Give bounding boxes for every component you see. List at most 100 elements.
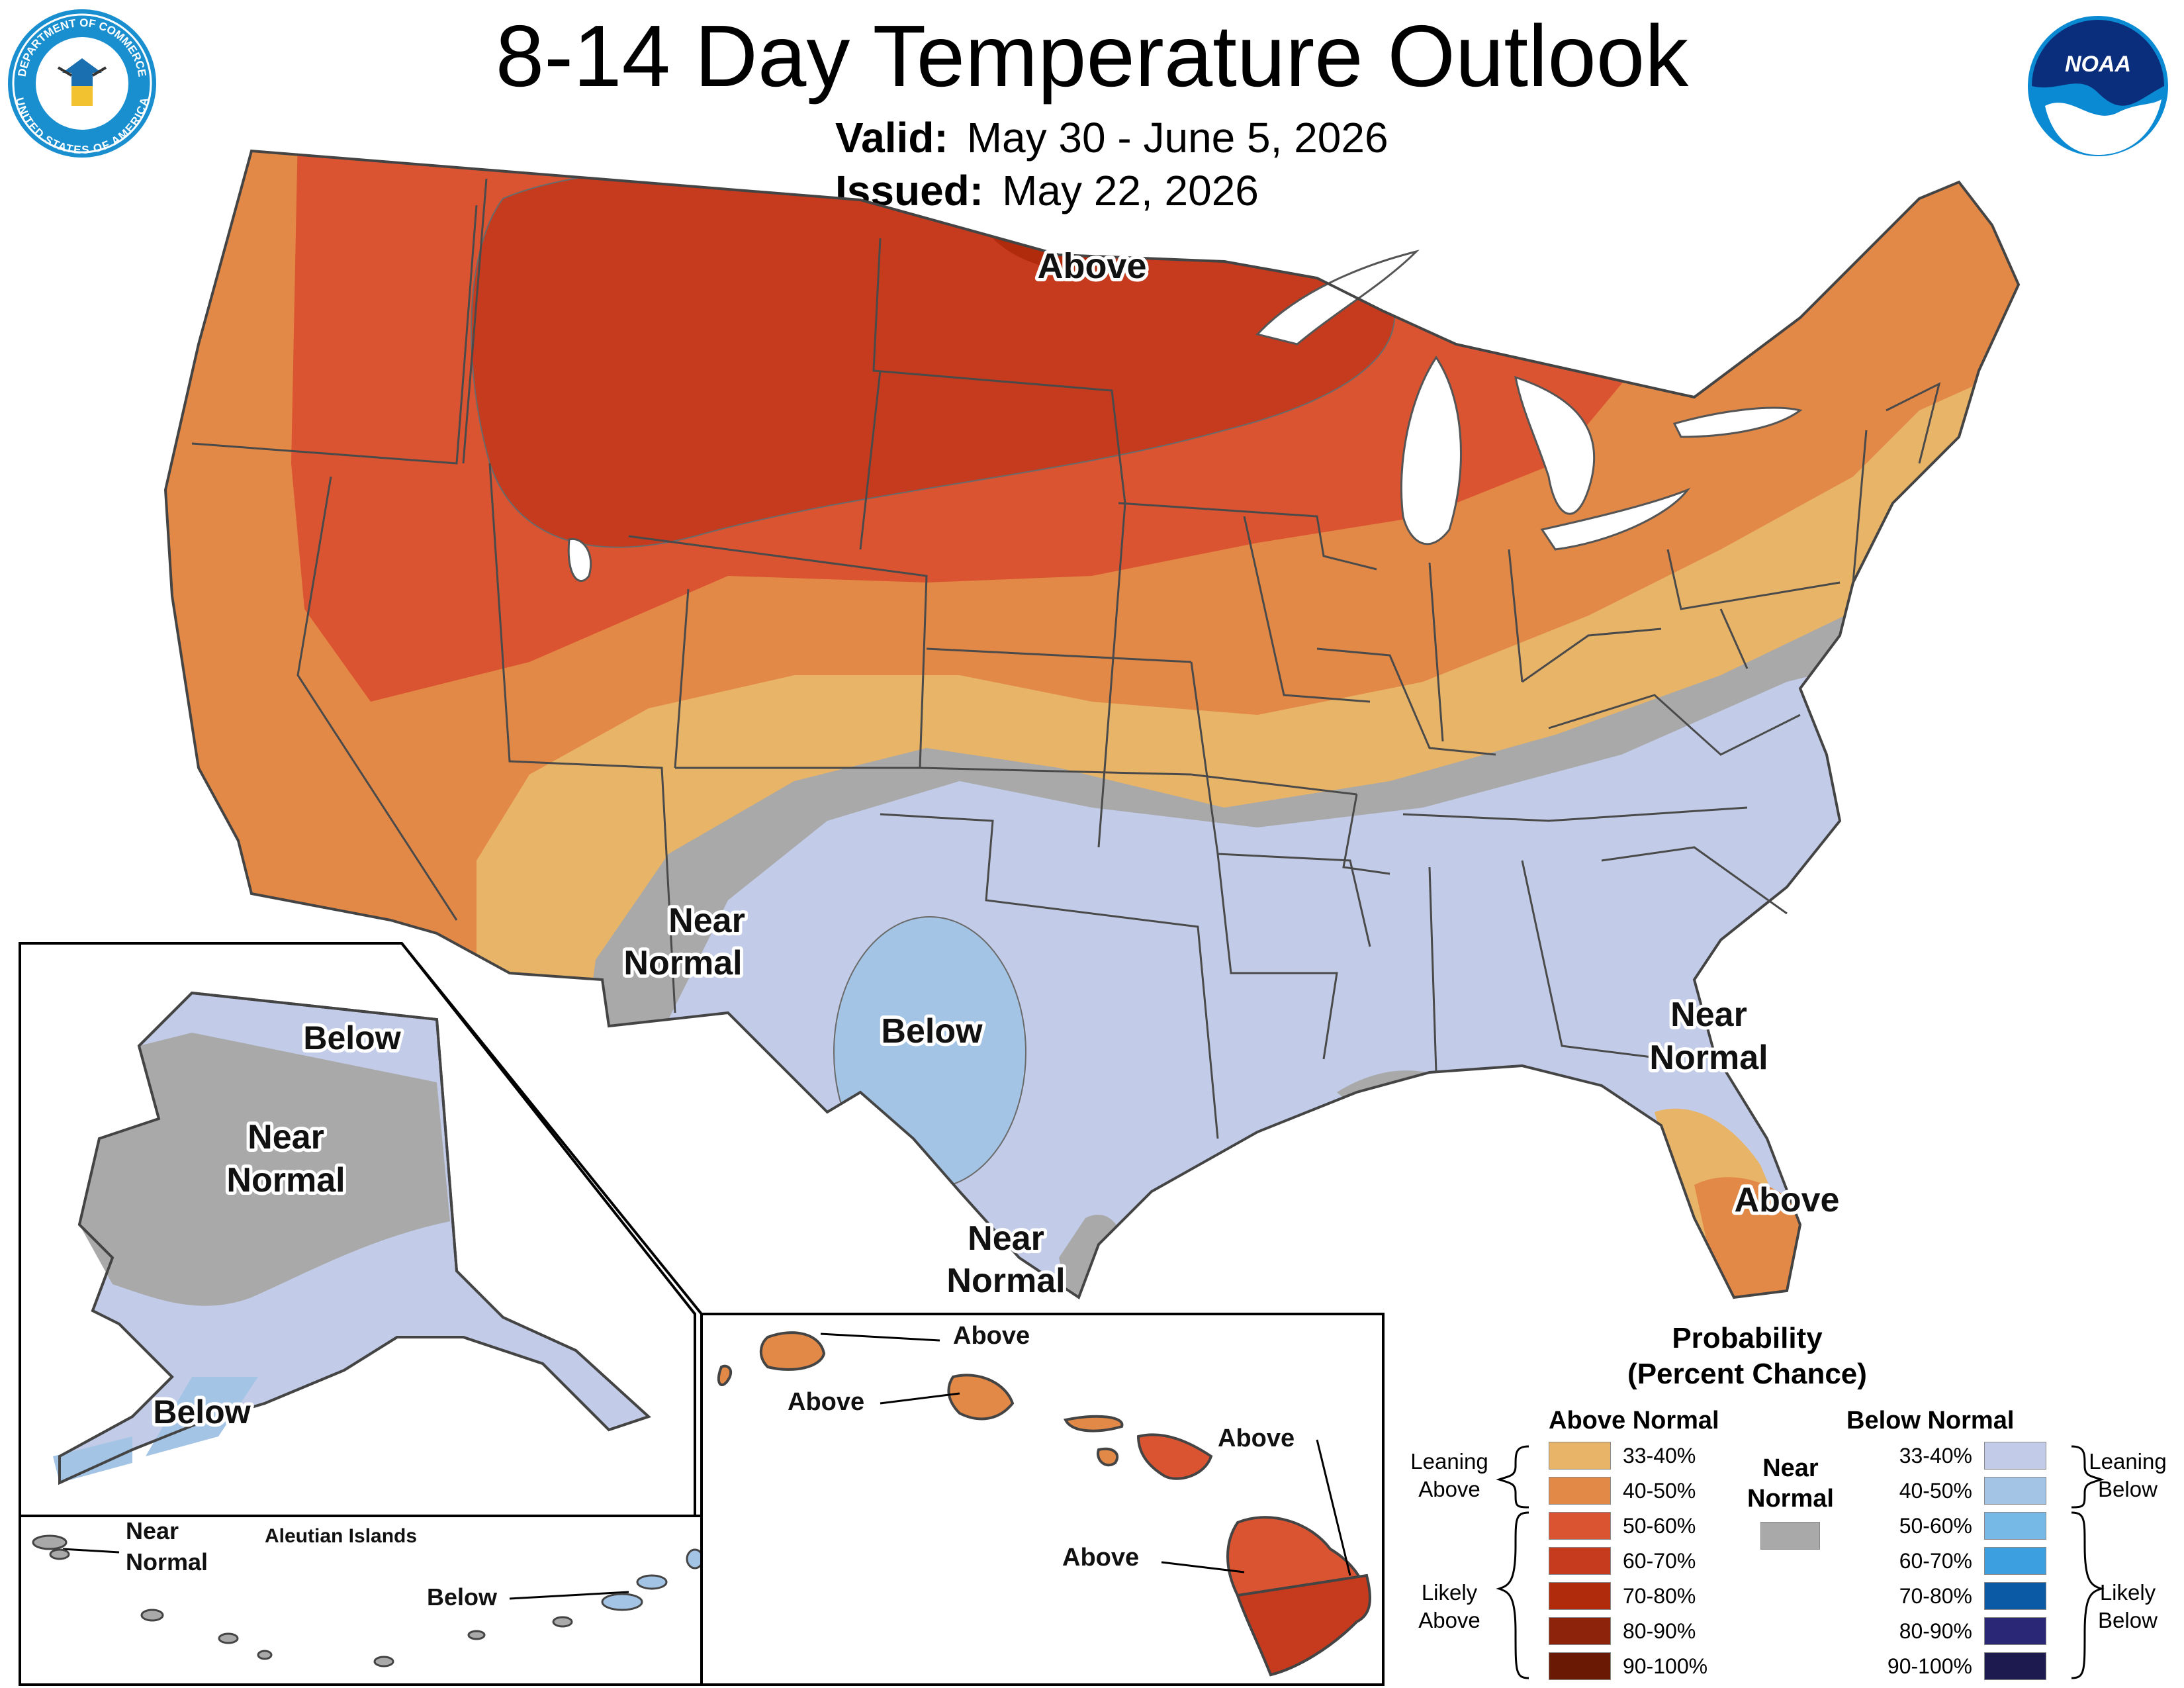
commerce-seal-icon: DEPARTMENT OF COMMERCE UNITED STATES OF … [8,9,156,158]
label-tx-near-1: Near [968,1219,1044,1258]
hawaii-inset: Above Above Above Above [700,1313,1385,1686]
legend-leaning-above-2: Above [1418,1477,1480,1501]
label-aleut-near-1: Near [126,1517,179,1544]
state-borders [191,178,1941,1139]
legend-leaning-below-1: Leaning [2089,1449,2167,1474]
label-hi-oahu: Above [788,1388,864,1416]
legend-likely-above-1: Likely [1421,1580,1478,1605]
label-ak-below-south: Below [153,1393,250,1430]
page-title: 8-14 Day Temperature Outlook [495,7,1689,105]
legend-swatch [1984,1547,2046,1575]
legend-below-row: 80-90% [1873,1615,2046,1647]
legend-swatch [1984,1477,2046,1505]
label-hi-maui: Above [1218,1425,1295,1452]
label-ak-near-1: Near [248,1118,324,1156]
label-se-near-2: Normal [1649,1039,1768,1077]
label-tx-near-2: Normal [946,1262,1065,1300]
legend-below-label: 50-60% [1899,1513,1972,1538]
legend-below-row: 90-100% [1873,1650,2046,1682]
legend-above-row: 50-60% [1549,1510,1696,1542]
legend-below-label: 40-50% [1899,1478,1972,1503]
label-conus-below: Below [881,1012,983,1051]
legend-above-header: Above Normal [1549,1407,1719,1434]
legend-likely-below: Likely Below [2081,1579,2174,1634]
noaa-logo-icon: NOAA [2028,16,2168,156]
legend-above-label: 90-100% [1623,1654,1708,1678]
label-se-near-1: Near [1670,996,1747,1034]
valid-label: Valid: [835,114,948,162]
legend-below-row: 60-70% [1873,1545,2046,1577]
legend-below-label: 60-70% [1899,1548,1972,1573]
alaska-inset: Below Near Normal Below [19,942,702,1517]
legend-below-label: 80-90% [1899,1618,1972,1643]
valid-line: Valid: May 30 - June 5, 2026 [835,113,1388,163]
legend-title: Probability (Percent Chance) [1549,1321,1946,1392]
legend-leaning-above: Leaning Above [1410,1448,1489,1503]
label-sw-near-2: Normal [623,944,742,982]
legend-below-header: Below Normal [1846,1407,2015,1434]
legend-below-label: 90-100% [1887,1654,1972,1678]
legend-above-row: 33-40% [1549,1440,1696,1472]
legend-above-label: 60-70% [1623,1548,1696,1573]
label-fl-above: Above [1735,1181,1840,1219]
legend-above-row: 70-80% [1549,1580,1696,1612]
legend-swatch [1549,1617,1611,1645]
legend-swatch [1984,1652,2046,1680]
probability-legend: Probability (Percent Chance) Above Norma… [1396,1321,2184,1688]
legend-above-label: 70-80% [1623,1583,1696,1608]
legend-above-row: 90-100% [1549,1650,1707,1682]
legend-swatch [1549,1582,1611,1610]
legend-title-1: Probability [1672,1322,1823,1354]
legend-near-normal-2: Normal [1747,1485,1834,1513]
label-ak-near-2: Normal [226,1161,345,1199]
legend-leaning-below-2: Below [2098,1477,2158,1501]
legend-below-row: 40-50% [1873,1475,2046,1507]
legend-above-label: 50-60% [1623,1513,1696,1538]
label-hi-big-island: Above [1062,1544,1139,1571]
legend-leaning-above-1: Leaning [1410,1449,1488,1474]
legend-likely-below-1: Likely [2099,1580,2156,1605]
legend-above-row: 40-50% [1549,1475,1696,1507]
legend-near-normal-1: Near [1762,1454,1819,1482]
legend-swatch [1984,1617,2046,1645]
label-aleut-near-2: Normal [126,1548,208,1575]
legend-below-row: 50-60% [1873,1510,2046,1542]
legend-above-row: 60-70% [1549,1545,1696,1577]
label-aleut-below: Below [427,1583,498,1611]
legend-above-row: 80-90% [1549,1615,1696,1647]
valid-value: May 30 - June 5, 2026 [966,114,1388,162]
legend-below-row: 33-40% [1873,1440,2046,1472]
legend-likely-below-2: Below [2098,1608,2158,1632]
issued-value: May 22, 2026 [1002,167,1259,214]
legend-swatch [1984,1512,2046,1540]
legend-swatch [1984,1582,2046,1610]
legend-swatch [1984,1442,2046,1470]
label-conus-above: Above [1037,246,1146,286]
legend-below-row: 70-80% [1873,1580,2046,1612]
legend-leaning-below: Leaning Below [2081,1448,2174,1503]
legend-below-label: 33-40% [1899,1443,1972,1468]
legend-swatch [1549,1477,1611,1505]
legend-swatch [1549,1512,1611,1540]
legend-above-label: 40-50% [1623,1478,1696,1503]
legend-title-2: (Percent Chance) [1627,1358,1867,1390]
legend-below-label: 70-80% [1899,1583,1972,1608]
legend-swatch [1549,1442,1611,1470]
aleutians-inset: Aleutian Islands Near Normal Below [19,1515,704,1686]
aleutians-title: Aleutian Islands [265,1525,417,1547]
noaa-logo-text: NOAA [2065,52,2131,77]
legend-braces [1496,1445,2105,1679]
legend-near-normal: Near Normal [1747,1453,1834,1550]
great-lakes [567,250,1803,583]
legend-swatch-near-normal [1760,1522,1821,1550]
legend-likely-above-2: Above [1418,1608,1480,1632]
label-sw-near-1: Near [668,902,745,940]
legend-likely-above: Likely Above [1410,1579,1489,1634]
legend-swatch [1549,1652,1611,1680]
legend-above-label: 80-90% [1623,1618,1696,1643]
band-40-50-below [833,916,1026,1189]
label-hi-kauai: Above [953,1322,1030,1350]
label-ak-below-north: Below [303,1019,400,1056]
legend-swatch [1549,1547,1611,1575]
